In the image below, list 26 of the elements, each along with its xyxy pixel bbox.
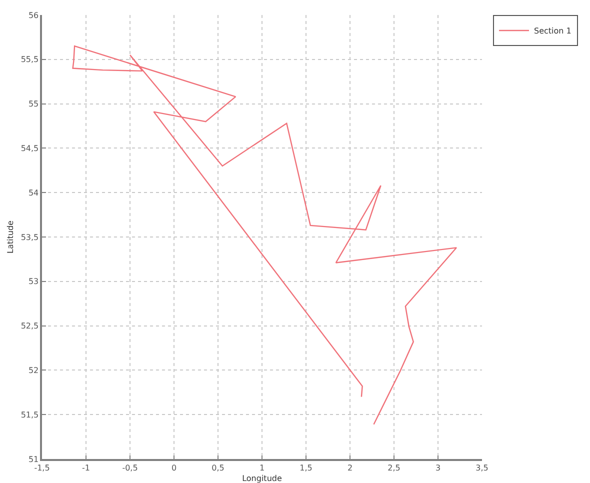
x-tick-label: -1,5 xyxy=(34,463,50,472)
x-tick-label: -1 xyxy=(82,463,90,472)
x-axis-title: Longitude xyxy=(242,474,282,483)
y-tick-label: 54,5 xyxy=(20,144,39,153)
x-tick-label: 1 xyxy=(259,463,265,472)
x-tick-label: 2 xyxy=(347,463,353,472)
y-tick-label: 54 xyxy=(28,188,39,198)
x-tick-label: 3 xyxy=(435,463,441,472)
y-tick-label: 51,5 xyxy=(20,410,39,420)
x-tick-label: 0 xyxy=(171,463,177,472)
legend-label: Section 1 xyxy=(534,26,572,36)
x-tick-label: 3,5 xyxy=(476,463,488,472)
x-tick-label: 0,5 xyxy=(212,463,224,472)
y-tick-label: 51 xyxy=(28,454,39,464)
y-tick-label: 53,5 xyxy=(20,232,39,242)
y-tick-label: 56 xyxy=(28,10,39,20)
x-tick-label: -0,5 xyxy=(122,463,138,472)
y-tick-label: 55 xyxy=(28,100,39,109)
y-tick-label: 55,5 xyxy=(20,55,39,64)
y-axis-title: Latitude xyxy=(6,220,16,254)
y-tick-label: 53 xyxy=(28,277,39,286)
x-tick-label: 1,5 xyxy=(300,463,312,472)
y-tick-label: 52 xyxy=(28,366,39,375)
y-tick-label: 52,5 xyxy=(20,322,39,331)
x-tick-label: 2,5 xyxy=(388,463,400,472)
line-series xyxy=(72,45,458,425)
